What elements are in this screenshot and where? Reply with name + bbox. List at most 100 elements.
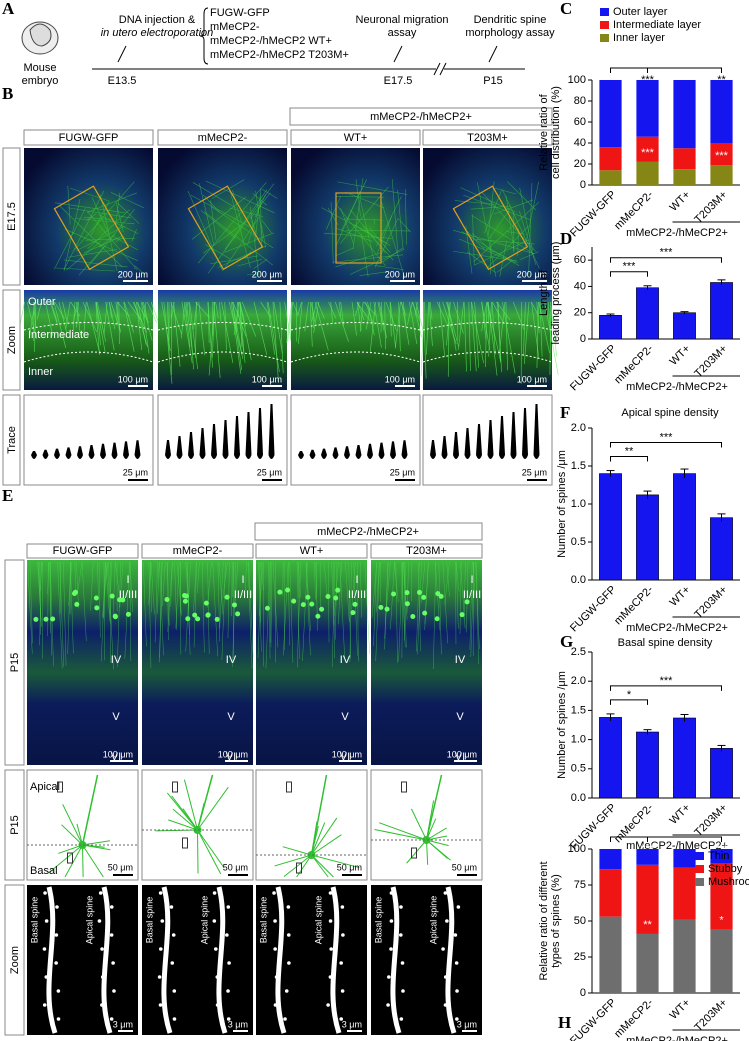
y-tick-label: 60 [574, 116, 586, 128]
y-axis-label: Number of spines /μm [556, 671, 568, 779]
spine [339, 1017, 344, 1021]
bar-segment [673, 80, 696, 149]
y-tick-label: 2.0 [571, 422, 586, 434]
bar-segment [673, 169, 696, 185]
fiber [309, 301, 313, 347]
soma [112, 613, 118, 619]
fiber [519, 251, 539, 261]
fiber [377, 301, 385, 332]
soma [300, 602, 306, 608]
dendrite [49, 561, 54, 667]
spine-label: Basal spine [29, 897, 39, 944]
x-tick-label: T203M+ [692, 997, 729, 1034]
fiber [397, 218, 411, 233]
dendrite [77, 561, 83, 594]
fiber [328, 301, 337, 319]
dendrite [201, 561, 205, 653]
soma [205, 612, 211, 618]
dendrite [82, 844, 104, 878]
spine [455, 1017, 459, 1021]
fiber [143, 301, 147, 321]
fiber [544, 301, 559, 375]
fiber [215, 301, 219, 319]
bar-segment [673, 919, 696, 993]
group-label: mMeCP2-/hMeCP2+ [626, 381, 728, 393]
fiber [330, 301, 333, 323]
scale-bar-label: 100 μm [252, 374, 282, 384]
cortical-layer: V [456, 711, 464, 723]
spine [399, 933, 403, 937]
fiber [310, 301, 316, 323]
soma [183, 593, 189, 599]
fiber [108, 301, 113, 319]
fiber [115, 301, 121, 333]
fiber [359, 271, 388, 276]
neuron-trace [176, 436, 183, 459]
dendrite [311, 854, 360, 869]
fiber [412, 301, 422, 338]
soma [231, 602, 237, 608]
fiber [460, 187, 516, 213]
spine-label: Apical spine [428, 896, 438, 945]
dendrite [64, 844, 83, 878]
scale-bar-label: 100 μm [332, 749, 362, 759]
fiber [228, 301, 243, 355]
dendrite [446, 561, 450, 597]
roi-box [452, 185, 529, 271]
dendrite [248, 561, 254, 658]
dendrite [227, 561, 230, 639]
fiber [249, 206, 260, 276]
dendrite-segment [216, 886, 228, 1034]
dendrite [311, 822, 326, 856]
spine [453, 933, 458, 937]
cortical-layer: II/III [119, 589, 137, 601]
soma [438, 593, 444, 599]
chart-title: Basal spine density [618, 637, 713, 649]
roi-box [53, 185, 130, 271]
fiber [115, 201, 124, 233]
dendrite [371, 561, 378, 618]
cortical-layer: II/III [234, 589, 252, 601]
micrograph [142, 560, 253, 765]
spine [226, 1017, 231, 1021]
soma [277, 589, 283, 595]
cortical-layer: IV [111, 654, 122, 666]
layer-boundary [157, 351, 288, 363]
y-tick-label: 1.5 [571, 704, 586, 716]
fiber [502, 301, 516, 374]
legend-swatch [600, 34, 609, 42]
dendrite [197, 829, 199, 874]
dendrite [455, 561, 459, 629]
fiber [68, 249, 118, 258]
neuron-trace [464, 428, 471, 459]
fiber [374, 265, 404, 271]
y-tick-label: 80 [574, 95, 586, 107]
spine [226, 905, 231, 909]
group-header: mMeCP2-/hMeCP2+ [370, 111, 472, 123]
bar [710, 748, 733, 799]
fiber [473, 239, 529, 266]
neuron-trace [510, 412, 517, 459]
cortical-layer: IV [455, 654, 466, 666]
roi-box [67, 852, 73, 864]
soma [319, 606, 325, 612]
spine [287, 961, 291, 965]
dendrite [469, 561, 473, 650]
bar [673, 717, 696, 799]
soma [33, 616, 39, 622]
cortical-layer: VI [226, 751, 236, 763]
fiber [232, 190, 242, 223]
dendrite [417, 561, 422, 655]
y-axis-label: Number of spines /μm [556, 450, 568, 558]
fiber [261, 224, 266, 248]
fiber [446, 301, 451, 346]
fiber [211, 179, 245, 199]
spine [160, 919, 165, 923]
column-box [255, 543, 368, 559]
scale-bar-label: 100 μm [103, 749, 133, 759]
scale-bar-label: 100 μm [447, 749, 477, 759]
neuron-trace [332, 447, 339, 459]
fiber [297, 301, 303, 345]
dendrite [82, 844, 111, 851]
layer-label: Intermediate [28, 329, 89, 341]
